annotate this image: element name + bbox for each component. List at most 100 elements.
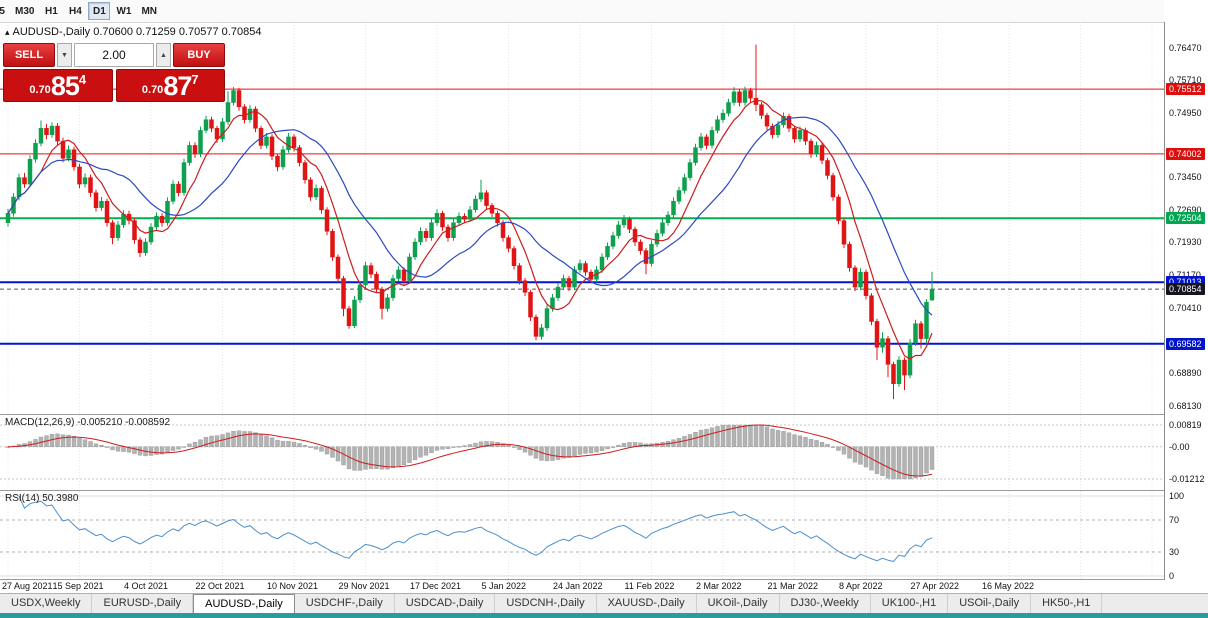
- price-level-badge: 0.69582: [1166, 337, 1205, 350]
- date-label: 2 Mar 2022: [696, 581, 742, 591]
- date-label: 10 Nov 2021: [267, 581, 319, 591]
- price-tick: 0.72690: [1169, 204, 1202, 215]
- macd-axis-tick: 0.00819: [1169, 420, 1202, 430]
- date-label: 21 Mar 2022: [767, 581, 819, 591]
- horizontal-levels: [0, 88, 1164, 345]
- price-tick: 0.75710: [1169, 75, 1202, 86]
- price-tick: 0.70410: [1169, 302, 1202, 313]
- timeframe-d1[interactable]: D1: [88, 2, 111, 20]
- price-tick: 0.73450: [1169, 172, 1202, 183]
- chart-tab-usdchf-daily[interactable]: USDCHF-,Daily: [295, 594, 395, 614]
- price-tick: 0.74950: [1169, 107, 1202, 118]
- status-strip: [0, 613, 1208, 618]
- volume-up-button[interactable]: ▲: [156, 43, 171, 67]
- timeframe-m5[interactable]: M5: [0, 2, 9, 20]
- chart-tab-xauusd-daily[interactable]: XAUUSD-,Daily: [597, 594, 697, 614]
- price-level-badge: 0.72504: [1166, 212, 1205, 225]
- timeframe-m30[interactable]: M30: [11, 2, 38, 20]
- price-level-badge: 0.75512: [1166, 83, 1205, 96]
- rsi-label: RSI(14) 50.3980: [5, 493, 78, 504]
- panel-separator[interactable]: [0, 414, 1208, 415]
- chart-ohlc-label: 0.70600 0.71259 0.70577 0.70854: [93, 26, 262, 38]
- chart-tab-bar: USDX,Weekly EURUSD-,Daily AUDUSD-,Daily USD…: [0, 593, 1208, 614]
- rsi-axis-tick: 100: [1169, 491, 1185, 501]
- macd-label: MACD(12,26,9) -0.005210 -0.008592: [5, 417, 170, 428]
- rsi-value: 50.3980: [42, 493, 79, 504]
- price-level-badge: 0.74002: [1166, 147, 1205, 160]
- sell-price-box[interactable]: 0.70 85 4: [3, 69, 113, 102]
- chart-tab-uk100-h1[interactable]: UK100-,H1: [871, 594, 949, 614]
- chart-tab-hk50-h1[interactable]: HK50-,H1: [1031, 594, 1103, 614]
- chart-tab-dj30-weekly[interactable]: DJ30-,Weekly: [780, 594, 871, 614]
- sell-button[interactable]: SELL: [3, 43, 55, 67]
- chart-tab-usdcad-daily[interactable]: USDCAD-,Daily: [395, 594, 496, 614]
- date-label: 5 Jan 2022: [481, 581, 527, 591]
- sell-price-pip: 4: [78, 72, 87, 87]
- chart-header: ▴ AUDUSD-,Daily 0.70600 0.71259 0.70577 0…: [5, 26, 261, 38]
- date-axis: 27 Aug 2021 15 Sep 2021 4 Oct 2021 22 Oct 2…: [0, 580, 1164, 593]
- timeframe-h1[interactable]: H1: [40, 2, 62, 20]
- current-price-badge: 0.70854: [1166, 283, 1205, 296]
- date-label: 27 Apr 2022: [910, 581, 960, 591]
- buy-price-box[interactable]: 0.70 87 7: [115, 69, 225, 102]
- rsi-axis-tick: 70: [1169, 515, 1180, 525]
- overlay-ma-fast: [7, 99, 933, 360]
- volume-down-button[interactable]: ▼: [57, 43, 72, 67]
- timeframe-toolbar: M5M30H1H4D1W1MN: [0, 0, 1208, 23]
- timeframe-h4[interactable]: H4: [64, 2, 86, 20]
- chart-tab-eurusd-daily[interactable]: EURUSD-,Daily: [92, 594, 194, 614]
- date-label: 4 Oct 2021: [124, 581, 169, 591]
- buy-price-big: 87: [163, 71, 192, 101]
- buy-price-base: 0.70: [141, 84, 164, 96]
- axis-border: [1164, 22, 1165, 580]
- chart-tab-ukoil-daily[interactable]: UKOil-,Daily: [697, 594, 780, 614]
- chart-tab-usdx-weekly[interactable]: USDX,Weekly: [0, 594, 93, 614]
- date-label: 29 Nov 2021: [338, 581, 390, 591]
- date-label: 17 Dec 2021: [410, 581, 462, 591]
- overlay-ma-slow: [7, 116, 933, 316]
- price-chart[interactable]: [0, 22, 1164, 414]
- price-tick: 0.68890: [1169, 367, 1202, 378]
- date-label: 16 May 2022: [982, 581, 1035, 591]
- buy-button[interactable]: BUY: [173, 43, 225, 67]
- chart-symbol-label: AUDUSD-,Daily: [12, 26, 91, 38]
- sell-price-base: 0.70: [29, 84, 51, 96]
- one-click-trading-panel: SELL ▼ ▲ BUY 0.70 85 4 0.70 87 7: [3, 43, 225, 102]
- price-tick: 0.71930: [1169, 237, 1202, 248]
- price-axis: 0.76470 0.75710 0.74950 0.73450 0.72690 0.719…: [1164, 0, 1208, 581]
- date-label: 24 Jan 2022: [553, 581, 603, 591]
- rsi-line: [18, 495, 933, 563]
- macd-panel[interactable]: [0, 415, 1164, 490]
- date-label: 27 Aug 2021: [2, 581, 53, 591]
- macd-value-main: -0.005210: [77, 417, 123, 428]
- rsi-title: RSI(14): [5, 493, 40, 504]
- macd-title: MACD(12,26,9): [5, 417, 75, 428]
- candlesticks: [5, 44, 935, 400]
- rsi-panel[interactable]: [0, 491, 1164, 579]
- rsi-axis-tick: 0: [1169, 571, 1175, 581]
- macd-signal-line: [7, 424, 933, 477]
- price-tick: 0.68130: [1169, 400, 1202, 411]
- volume-input[interactable]: [74, 43, 154, 67]
- chart-tab-usoil-daily[interactable]: USOil-,Daily: [948, 594, 1032, 614]
- timeframe-mn[interactable]: MN: [137, 2, 161, 20]
- rsi-axis-tick: 30: [1169, 547, 1180, 557]
- macd-axis-tick: -0.00: [1169, 441, 1190, 452]
- timeframe-w1[interactable]: W1: [112, 2, 135, 20]
- date-label: 8 Apr 2022: [839, 581, 883, 591]
- date-label: 22 Oct 2021: [195, 581, 245, 591]
- date-label: 11 Feb 2022: [624, 581, 675, 591]
- one-click-toggle-icon[interactable]: ▴: [5, 27, 10, 37]
- sell-price-big: 85: [50, 71, 80, 101]
- grid: [7, 415, 1153, 490]
- price-tick: 0.76470: [1169, 42, 1202, 53]
- panel-separator[interactable]: [0, 490, 1208, 491]
- buy-price-pip: 7: [191, 72, 199, 87]
- macd-value-signal: -0.008592: [125, 417, 171, 428]
- macd-axis-tick: -0.01212: [1169, 474, 1205, 484]
- chart-tab-audusd-daily[interactable]: AUDUSD-,Daily: [193, 594, 295, 614]
- chart-tab-usdcnh-daily[interactable]: USDCNH-,Daily: [495, 594, 597, 614]
- price-tick: 0.71170: [1169, 270, 1201, 280]
- date-label: 15 Sep 2021: [52, 581, 104, 591]
